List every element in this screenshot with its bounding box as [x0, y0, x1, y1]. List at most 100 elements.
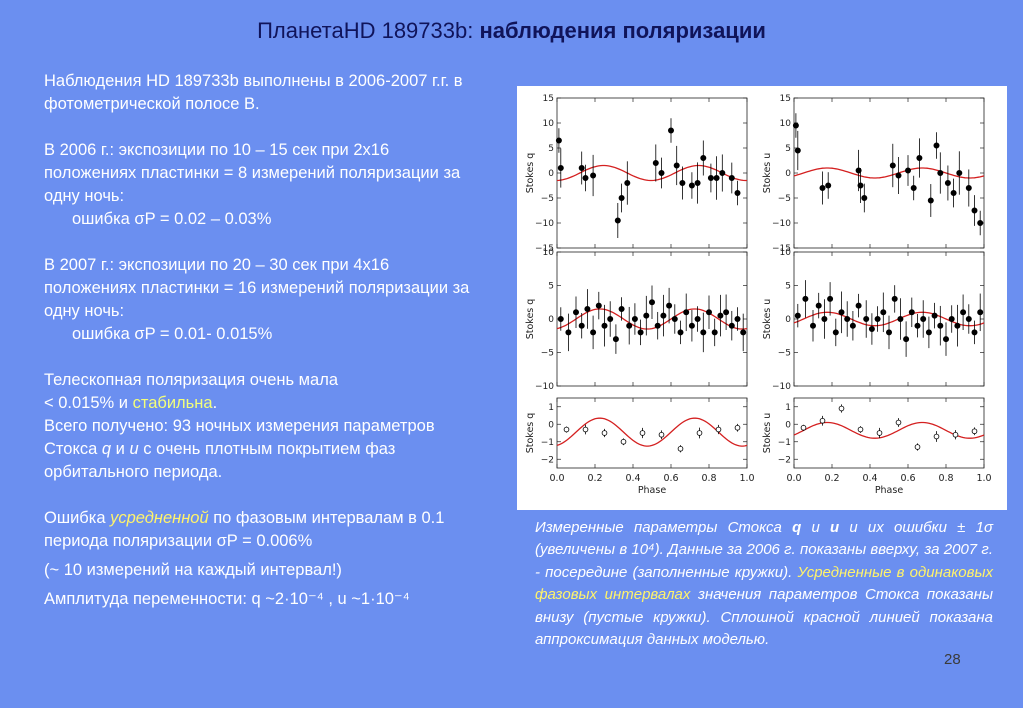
data-point: [688, 182, 695, 189]
data-point: [734, 424, 741, 431]
y-tick-label: 0: [548, 169, 554, 179]
data-point: [590, 172, 597, 179]
data-point: [868, 326, 875, 333]
panel-frame: [793, 397, 985, 469]
data-point: [677, 445, 684, 452]
panel-1: 15 10 5 0 −5 −10 −15 Stokes q: [525, 94, 748, 254]
data-point: [950, 190, 957, 197]
data-point: [863, 315, 870, 322]
data-point: [563, 426, 570, 433]
y-axis-label: Stokes q: [525, 299, 536, 340]
figure-title: HD 189733: [729, 86, 814, 88]
data-point: [607, 315, 614, 322]
panel-6: 1 0 −1 −2 0.0 0.2 0.4 0.6 0.8 1.0 Stokes u Phase: [762, 397, 992, 496]
data-point: [618, 305, 625, 312]
data-point: [683, 309, 690, 316]
data-point: [557, 315, 564, 322]
paragraph-error-avg: Ошибка усредненной по фазовым интервалам…: [44, 507, 474, 553]
caption-t3: и их ошибки ± 1σ (увеличены в 10⁴). Данн…: [535, 519, 993, 581]
data-point: [711, 329, 718, 336]
data-point: [700, 155, 707, 162]
data-point: [895, 419, 902, 426]
data-point: [582, 175, 589, 182]
y-axis-label: Stokes u: [762, 299, 773, 340]
data-point: [620, 438, 627, 445]
x-tick-label: 0.0: [549, 473, 564, 484]
paragraph-per-interval: (~ 10 измерений на каждый интервал!): [44, 561, 342, 579]
data-point: [933, 142, 940, 149]
stable-post: .: [212, 394, 218, 412]
data-point: [885, 329, 892, 336]
data-point: [944, 180, 951, 187]
error-2007: ошибка σP = 0.01- 0.015%: [72, 325, 273, 343]
y-tick-label: 5: [548, 282, 554, 292]
data-point: [595, 302, 602, 309]
data-point: [857, 426, 864, 433]
x-tick-label: 0.4: [862, 473, 877, 484]
data-point: [825, 182, 832, 189]
data-point: [719, 170, 726, 177]
data-point: [723, 309, 730, 316]
data-point: [937, 170, 944, 177]
x-axis-label: Phase: [875, 485, 904, 496]
data-point: [792, 122, 799, 129]
y-tick-label: 10: [780, 119, 792, 129]
paragraph-2007: В 2007 г.: экспозиции по 20 – 30 сек при…: [44, 256, 470, 320]
data-point: [965, 315, 972, 322]
paragraph-stable: < 0.015% и стабильна.: [44, 392, 474, 415]
data-point: [954, 322, 961, 329]
data-point: [861, 195, 868, 202]
data-point: [626, 322, 633, 329]
y-tick-label: 0: [548, 420, 554, 430]
data-point: [673, 162, 680, 169]
y-tick-label: 1: [785, 403, 791, 413]
data-point: [971, 207, 978, 214]
data-point: [971, 428, 978, 435]
data-point: [977, 219, 984, 226]
data-point: [694, 180, 701, 187]
y-tick-label: 0: [548, 315, 554, 325]
data-point: [694, 315, 701, 322]
x-tick-label: 0.4: [625, 473, 640, 484]
y-tick-label: 5: [548, 144, 554, 154]
model-curve: [793, 167, 985, 179]
x-tick-label: 0.8: [938, 473, 953, 484]
data-point: [927, 197, 934, 204]
data-point: [908, 309, 915, 316]
data-point: [631, 315, 638, 322]
data-point: [937, 322, 944, 329]
data-point: [696, 430, 703, 436]
y-tick-label: −15: [772, 244, 791, 254]
data-point: [679, 180, 686, 187]
y-axis-label: Stokes u: [762, 413, 773, 454]
panel-5: 1 0 −1 −2 0.0 0.2 0.4 0.6 0.8 1.0 Stokes q Phase: [525, 397, 755, 496]
data-point: [654, 322, 661, 329]
y-tick-label: 0: [785, 169, 791, 179]
data-point: [903, 336, 910, 343]
total-pre: Всего получено: 93 ночных измерения пара…: [44, 417, 435, 458]
y-tick-label: −2: [778, 455, 791, 465]
data-point: [802, 295, 809, 302]
caption-t2: и: [801, 519, 830, 536]
data-point: [880, 309, 887, 316]
data-point: [639, 430, 646, 436]
y-tick-label: −5: [778, 194, 791, 204]
data-point: [977, 309, 984, 316]
data-point: [815, 302, 822, 309]
left-text-block: Наблюдения HD 189733b выполнены в 2006-2…: [44, 70, 474, 611]
data-point: [855, 167, 862, 174]
panel-2: 15 10 5 0 −5 −10 −15 Stokes u: [762, 94, 985, 254]
y-tick-label: 1: [548, 403, 554, 413]
page-number: 28: [944, 651, 961, 668]
data-point: [734, 190, 741, 197]
data-point: [931, 312, 938, 319]
data-point: [819, 417, 826, 424]
y-tick-label: −10: [772, 382, 791, 392]
data-point: [648, 299, 655, 306]
data-point: [643, 312, 650, 319]
data-point: [971, 329, 978, 336]
data-point: [614, 217, 621, 224]
y-tick-label: 0: [785, 420, 791, 430]
data-point: [942, 336, 949, 343]
paragraph-telescope: Телескопная поляризация очень мала: [44, 371, 338, 389]
